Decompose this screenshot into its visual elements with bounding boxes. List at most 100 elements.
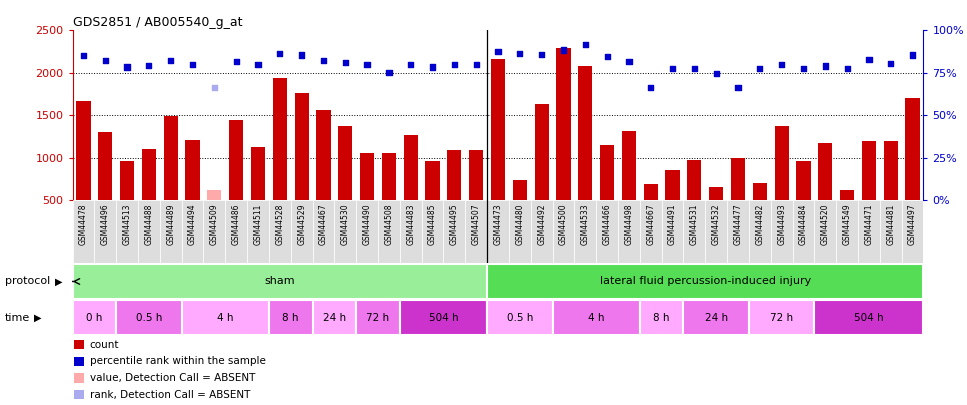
Bar <box>556 48 571 243</box>
Text: value, Detection Call = ABSENT: value, Detection Call = ABSENT <box>90 373 255 383</box>
Bar <box>884 141 897 243</box>
Bar <box>182 200 203 263</box>
Bar <box>403 135 418 243</box>
Text: GSM44492: GSM44492 <box>537 204 546 245</box>
Bar <box>73 264 487 299</box>
Point <box>490 48 506 55</box>
Bar <box>684 200 705 263</box>
Bar <box>487 200 509 263</box>
Point <box>468 61 484 68</box>
Point <box>905 52 921 58</box>
Point <box>360 61 375 68</box>
Point <box>141 62 157 68</box>
Bar <box>771 200 793 263</box>
Text: 24 h: 24 h <box>705 313 728 323</box>
Bar <box>182 301 269 335</box>
Bar <box>269 200 291 263</box>
Text: GDS2851 / AB005540_g_at: GDS2851 / AB005540_g_at <box>73 16 242 29</box>
Bar <box>444 200 465 263</box>
Bar <box>229 120 244 243</box>
Text: rank, Detection Call = ABSENT: rank, Detection Call = ABSENT <box>90 390 249 400</box>
Text: time: time <box>5 313 30 323</box>
Bar <box>73 301 116 335</box>
Text: 72 h: 72 h <box>770 313 793 323</box>
Text: GSM44528: GSM44528 <box>276 204 284 245</box>
Bar <box>531 200 552 263</box>
Bar <box>491 59 505 243</box>
Bar <box>840 190 854 243</box>
Bar <box>487 301 552 335</box>
Point <box>381 70 396 76</box>
Bar <box>378 200 399 263</box>
Point <box>75 53 91 59</box>
Bar <box>142 149 156 243</box>
Bar <box>552 200 574 263</box>
Text: GSM44495: GSM44495 <box>450 204 459 245</box>
Text: GSM44498: GSM44498 <box>625 204 633 245</box>
Bar <box>814 301 923 335</box>
Bar <box>752 183 767 243</box>
Bar <box>748 301 814 335</box>
Text: percentile rank within the sample: percentile rank within the sample <box>90 356 265 366</box>
Bar <box>578 66 593 243</box>
Point <box>403 61 419 68</box>
Bar <box>797 161 810 243</box>
Bar <box>661 200 684 263</box>
Point <box>862 56 877 62</box>
Point <box>513 50 528 57</box>
Text: GSM44478: GSM44478 <box>79 204 88 245</box>
Point <box>185 61 200 68</box>
Text: GSM44530: GSM44530 <box>340 204 350 245</box>
Text: 504 h: 504 h <box>428 313 458 323</box>
Bar <box>207 190 221 243</box>
Point <box>774 61 789 68</box>
Text: 8 h: 8 h <box>654 313 670 323</box>
Text: GSM44509: GSM44509 <box>210 204 219 245</box>
Bar <box>291 200 312 263</box>
Bar <box>356 301 399 335</box>
Text: GSM44466: GSM44466 <box>602 204 611 245</box>
Point <box>556 47 571 53</box>
Text: count: count <box>90 339 119 350</box>
Point <box>839 65 855 72</box>
Text: GSM44488: GSM44488 <box>144 204 154 245</box>
Text: GSM44486: GSM44486 <box>232 204 241 245</box>
Bar <box>248 200 269 263</box>
Text: 0.5 h: 0.5 h <box>507 313 533 323</box>
Bar <box>250 147 265 243</box>
Text: GSM44482: GSM44482 <box>755 204 764 245</box>
Bar <box>73 340 84 349</box>
Point <box>98 57 113 63</box>
Bar <box>513 180 527 243</box>
Bar <box>382 153 396 243</box>
Bar <box>465 200 487 263</box>
Text: 0.5 h: 0.5 h <box>135 313 162 323</box>
Text: sham: sham <box>265 277 295 286</box>
Bar <box>705 200 727 263</box>
Bar <box>273 78 287 243</box>
Point <box>752 65 768 72</box>
Bar <box>597 200 618 263</box>
Bar <box>640 200 661 263</box>
Bar <box>116 301 182 335</box>
Bar <box>640 301 684 335</box>
Text: 4 h: 4 h <box>588 313 604 323</box>
Text: GSM44481: GSM44481 <box>887 204 895 245</box>
Bar <box>338 126 352 243</box>
Bar <box>425 161 440 243</box>
Bar <box>836 200 858 263</box>
Bar <box>225 200 248 263</box>
Point <box>687 65 702 72</box>
Text: GSM44484: GSM44484 <box>799 204 808 245</box>
Bar <box>335 200 356 263</box>
Point <box>600 53 615 60</box>
Bar <box>203 200 225 263</box>
Text: protocol: protocol <box>5 277 50 286</box>
Bar <box>688 160 701 243</box>
Bar <box>295 93 308 243</box>
Point <box>709 70 724 77</box>
Bar <box>422 200 444 263</box>
Point <box>228 59 244 65</box>
Point <box>119 64 134 70</box>
Bar <box>618 200 640 263</box>
